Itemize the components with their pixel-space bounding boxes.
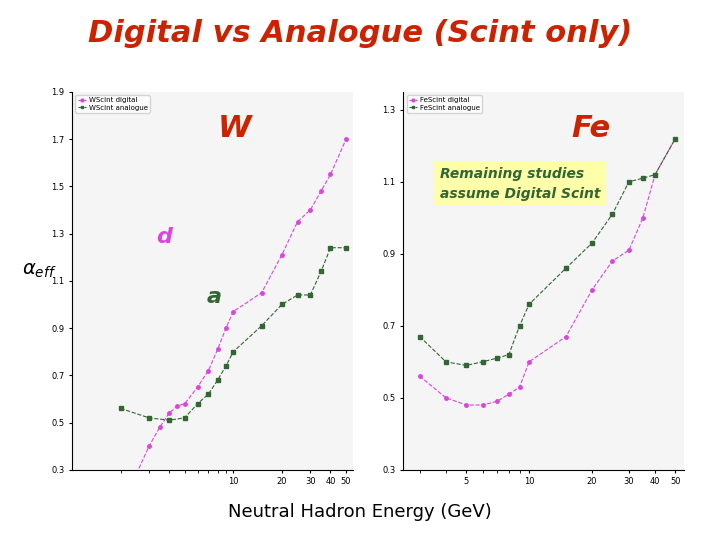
WScint digital <box>193 384 202 390</box>
Text: W: W <box>218 114 252 144</box>
FeScint digital <box>415 373 424 380</box>
WScint analogue <box>193 401 202 407</box>
Text: Fe: Fe <box>572 114 611 144</box>
FeScint digital <box>441 395 450 401</box>
Line: FeScint analogue: FeScint analogue <box>418 137 677 367</box>
WScint digital <box>278 252 287 258</box>
FeScint digital <box>478 402 487 408</box>
FeScint digital <box>671 136 680 142</box>
FeScint analogue <box>441 359 450 365</box>
FeScint digital <box>562 333 570 340</box>
WScint digital <box>165 410 174 416</box>
FeScint digital <box>588 287 596 293</box>
WScint digital <box>258 289 266 296</box>
WScint analogue <box>278 301 287 308</box>
FeScint analogue <box>478 359 487 365</box>
WScint analogue <box>181 415 189 421</box>
Line: WScint digital: WScint digital <box>119 137 348 507</box>
WScint analogue <box>145 415 153 421</box>
WScint digital <box>173 403 181 409</box>
FeScint analogue <box>462 362 470 369</box>
FeScint digital <box>608 258 617 264</box>
FeScint digital <box>525 359 534 365</box>
WScint digital <box>326 171 335 178</box>
WScint digital <box>306 207 315 213</box>
Text: d: d <box>156 227 172 247</box>
FeScint analogue <box>588 240 596 246</box>
WScint analogue <box>306 292 315 298</box>
WScint analogue <box>317 268 325 274</box>
FeScint analogue <box>562 265 570 272</box>
FeScint digital <box>505 391 513 397</box>
WScint digital <box>156 424 164 430</box>
Legend: WScint digital, WScint analogue: WScint digital, WScint analogue <box>76 95 150 113</box>
WScint analogue <box>229 348 238 355</box>
Text: Remaining studies
assume Digital Scint: Remaining studies assume Digital Scint <box>440 167 600 201</box>
FeScint analogue <box>492 355 501 361</box>
WScint digital <box>229 308 238 315</box>
FeScint analogue <box>639 175 647 181</box>
Text: Digital vs Analogue (Scint only): Digital vs Analogue (Scint only) <box>88 19 632 48</box>
WScint analogue <box>342 245 351 251</box>
WScint digital <box>116 502 125 509</box>
WScint digital <box>293 219 302 225</box>
Line: FeScint digital: FeScint digital <box>418 137 677 407</box>
FeScint analogue <box>415 333 424 340</box>
FeScint analogue <box>671 136 680 142</box>
WScint analogue <box>204 391 212 397</box>
FeScint digital <box>651 171 660 178</box>
WScint digital <box>145 443 153 449</box>
FeScint analogue <box>505 352 513 358</box>
FeScint digital <box>639 214 647 221</box>
FeScint digital <box>492 398 501 404</box>
WScint digital <box>213 346 222 353</box>
WScint analogue <box>213 377 222 383</box>
WScint digital <box>222 325 230 331</box>
Text: a: a <box>207 287 222 307</box>
WScint digital <box>317 188 325 194</box>
FeScint analogue <box>608 211 617 218</box>
FeScint digital <box>516 384 524 390</box>
FeScint analogue <box>651 171 660 178</box>
WScint analogue <box>116 405 125 411</box>
WScint digital <box>342 136 351 142</box>
FeScint analogue <box>525 301 534 307</box>
WScint digital <box>132 471 140 478</box>
FeScint analogue <box>625 179 634 185</box>
WScint digital <box>204 367 212 374</box>
Legend: FeScint digital, FeScint analogue: FeScint digital, FeScint analogue <box>407 95 482 113</box>
WScint analogue <box>258 322 266 329</box>
WScint analogue <box>293 292 302 298</box>
WScint analogue <box>326 245 335 251</box>
WScint digital <box>181 401 189 407</box>
Text: $\alpha_{eff}$: $\alpha_{eff}$ <box>22 260 57 280</box>
FeScint digital <box>462 402 470 408</box>
FeScint digital <box>625 247 634 253</box>
Line: WScint analogue: WScint analogue <box>119 246 348 422</box>
WScint analogue <box>222 363 230 369</box>
FeScint analogue <box>516 322 524 329</box>
WScint analogue <box>165 417 174 423</box>
Text: Neutral Hadron Energy (GeV): Neutral Hadron Energy (GeV) <box>228 503 492 521</box>
